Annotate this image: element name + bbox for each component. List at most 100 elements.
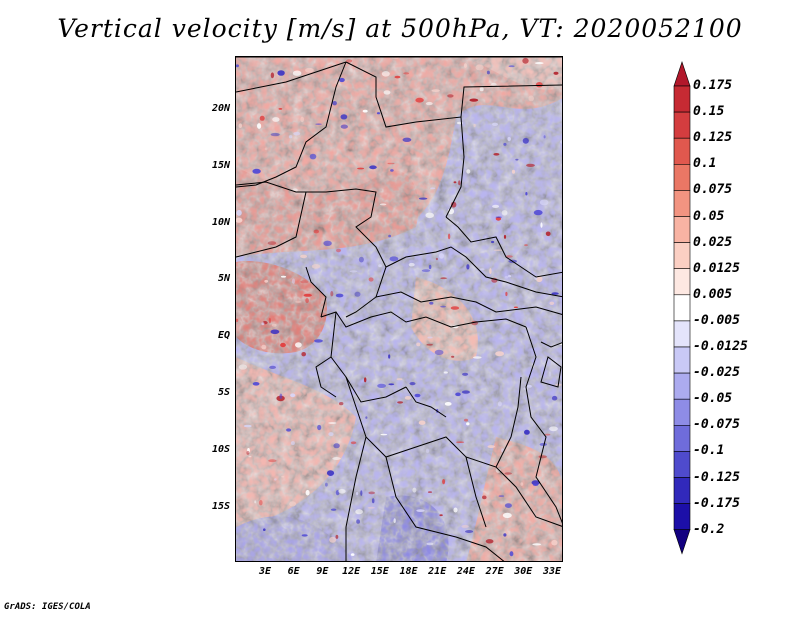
field-speckle — [396, 378, 403, 381]
field-speckle — [508, 65, 515, 68]
field-speckle — [271, 323, 277, 327]
field-speckle — [429, 301, 434, 305]
field-speckle — [522, 57, 529, 64]
field-speckle — [305, 67, 314, 73]
longitude-label: 15E — [370, 566, 389, 577]
field-speckle — [503, 142, 507, 146]
latitude-label: 15S — [211, 500, 230, 512]
field-speckle — [277, 70, 285, 76]
field-speckle — [339, 402, 344, 406]
field-speckle — [278, 108, 283, 110]
field-speckle — [350, 553, 355, 556]
field-speckle — [503, 234, 507, 239]
latitude-label: 10S — [211, 443, 230, 455]
colorbar-level-label: 0.0125 — [693, 260, 740, 276]
field-speckle — [261, 322, 265, 326]
field-speckle — [551, 539, 558, 546]
colorbar-segment — [673, 424, 691, 452]
field-speckle — [427, 491, 433, 493]
field-speckle — [484, 236, 487, 241]
field-speckle — [349, 270, 358, 273]
field-speckle — [354, 291, 361, 297]
colorbar — [673, 61, 691, 555]
field-speckle — [356, 519, 360, 524]
field-speckle — [290, 393, 296, 398]
field-speckle — [473, 123, 476, 128]
field-speckle — [466, 422, 470, 426]
field-speckle — [300, 116, 304, 123]
colorbar-level-label: 0.1 — [693, 156, 717, 172]
field-speckle — [408, 262, 415, 267]
field-speckle — [493, 249, 503, 251]
field-speckle — [526, 163, 535, 167]
field-speckle — [475, 64, 484, 71]
colorbar-segment — [673, 346, 691, 374]
field-speckle — [340, 124, 348, 129]
field-speckle — [387, 162, 395, 165]
field-speckle — [248, 455, 252, 458]
field-speckle — [325, 482, 328, 487]
field-speckle — [365, 416, 368, 419]
field-speckle — [309, 153, 317, 160]
field-speckle — [350, 441, 357, 445]
field-speckle — [548, 371, 552, 377]
latitude-label: 5N — [217, 273, 230, 285]
colorbar-segment — [673, 137, 691, 165]
field-speckle — [394, 75, 401, 79]
field-speckle — [388, 354, 391, 359]
field-speckle — [257, 123, 262, 129]
field-speckle — [425, 101, 433, 106]
field-speckle — [332, 457, 341, 460]
field-speckle — [416, 342, 421, 347]
field-speckle — [549, 426, 558, 432]
field-speckle — [491, 240, 495, 244]
field-speckle — [473, 356, 482, 359]
field-speckle — [326, 470, 335, 476]
field-speckle — [462, 372, 469, 376]
field-speckle — [447, 94, 454, 98]
colorbar-segment — [673, 164, 691, 191]
colorbar-level-label: -0.2 — [693, 521, 725, 537]
field-speckle — [456, 441, 465, 444]
colorbar-max-arrow — [673, 61, 691, 87]
field-speckle — [291, 278, 296, 284]
field-speckle — [252, 382, 260, 386]
field-speckle — [305, 489, 310, 496]
field-speckle — [492, 204, 500, 208]
field-speckle — [487, 445, 495, 449]
field-speckle — [505, 291, 508, 297]
field-speckle — [389, 256, 399, 262]
field-speckle — [434, 349, 444, 355]
field-speckle — [525, 192, 528, 196]
field-speckle — [549, 301, 555, 305]
field-speckle — [418, 197, 428, 200]
field-speckle — [236, 217, 243, 223]
field-speckle — [428, 264, 432, 270]
field-speckle — [504, 472, 512, 475]
field-speckle — [425, 212, 434, 219]
field-speckle — [520, 482, 524, 486]
field-speckle — [270, 72, 275, 79]
field-texture — [236, 57, 562, 561]
field-speckle — [456, 221, 459, 225]
field-speckle — [368, 277, 374, 282]
field-speckle — [414, 393, 421, 398]
field-speckle — [412, 487, 417, 493]
field-speckle — [368, 491, 375, 495]
field-speckle — [515, 158, 519, 161]
longitude-label: 27E — [485, 566, 504, 577]
field-speckle — [526, 384, 532, 388]
field-speckle — [357, 167, 365, 170]
field-speckle — [280, 275, 287, 278]
field-speckle — [415, 97, 424, 103]
grads-credit: GrADS: IGES/COLA — [4, 602, 91, 612]
field-speckle — [418, 420, 426, 425]
field-speckle — [492, 122, 498, 127]
field-speckle — [390, 169, 394, 172]
field-speckle — [439, 514, 443, 517]
country-borders — [236, 57, 562, 561]
field-speckle — [281, 475, 285, 478]
field-speckle — [338, 489, 346, 494]
colorbar-level-label: -0.075 — [693, 417, 740, 433]
field-speckle — [402, 137, 412, 142]
